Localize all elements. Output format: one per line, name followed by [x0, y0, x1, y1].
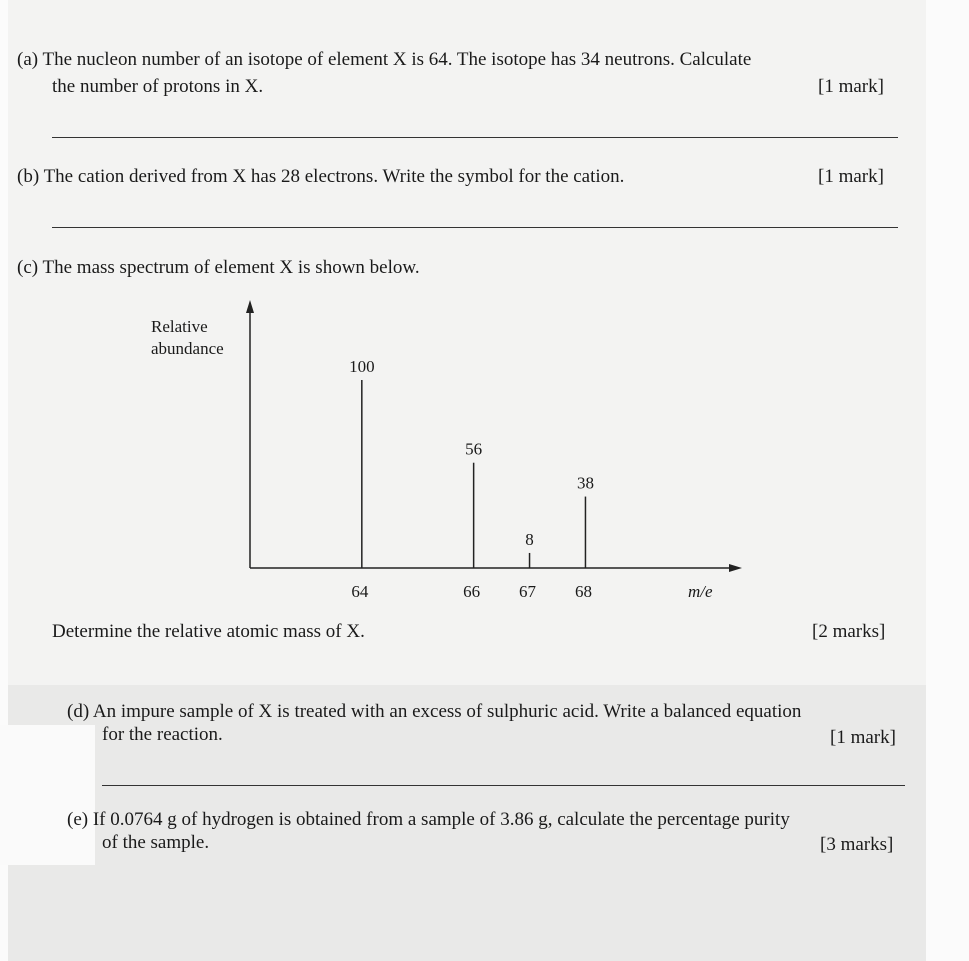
- question-e-line2: of the sample.: [102, 832, 210, 853]
- peak-value-label: 38: [577, 474, 594, 493]
- x-axis-arrow-icon: [729, 564, 742, 572]
- question-a-label: (a): [17, 49, 39, 70]
- question-a-line2: the number of protons in X.: [52, 76, 264, 97]
- question-d-line2: for the reaction.: [102, 724, 223, 745]
- question-b-label: (b): [17, 166, 40, 187]
- y-axis-label-line1: Relative: [151, 317, 208, 336]
- question-d-line1: (d) An impure sample of X is treated wit…: [67, 701, 801, 723]
- question-c-label: (c): [17, 257, 39, 278]
- question-a-marks: [1 mark]: [818, 76, 884, 97]
- question-c-prompt: Determine the relative atomic mass of X.: [52, 621, 365, 642]
- question-b-marks: [1 mark]: [818, 166, 884, 187]
- question-e-text: If 0.0764 g of hydrogen is obtained from…: [92, 809, 790, 830]
- question-a-text: The nucleon number of an isotope of elem…: [42, 49, 752, 70]
- y-axis-arrow-icon: [246, 300, 254, 313]
- answer-line-a[interactable]: [52, 137, 898, 138]
- question-c-line1: (c) The mass spectrum of element X is sh…: [17, 257, 420, 279]
- answer-line-d[interactable]: [102, 785, 905, 786]
- x-tick-label: 66: [463, 582, 480, 601]
- scan-blank-area: [0, 725, 95, 865]
- question-e-line1: (e) If 0.0764 g of hydrogen is obtained …: [67, 809, 790, 831]
- y-axis-label-line2: abundance: [151, 339, 224, 358]
- x-tick-label: 68: [575, 582, 592, 601]
- page-background-top: [8, 0, 926, 685]
- question-d-marks: [1 mark]: [830, 727, 896, 748]
- question-c-text: The mass spectrum of element X is shown …: [42, 257, 420, 278]
- question-d-label: (d): [67, 701, 90, 722]
- peak-value-label: 100: [349, 357, 375, 376]
- question-a-line1: (a) The nucleon number of an isotope of …: [17, 49, 751, 71]
- x-tick-label: 64: [351, 582, 369, 601]
- question-b-line1: (b) The cation derived from X has 28 ele…: [17, 166, 624, 188]
- peak-value-label: 8: [525, 530, 534, 549]
- question-d-text: An impure sample of X is treated with an…: [92, 701, 802, 722]
- question-e-marks: [3 marks]: [820, 834, 894, 855]
- question-c-marks: [2 marks]: [812, 621, 886, 642]
- x-tick-label: 67: [519, 582, 537, 601]
- page-background-bottom: [8, 685, 926, 961]
- x-axis-label: m/e: [688, 582, 713, 601]
- peak-value-label: 56: [465, 440, 482, 459]
- question-b-text: The cation derived from X has 28 electro…: [43, 166, 625, 187]
- answer-line-b[interactable]: [52, 227, 898, 228]
- question-e-label: (e): [67, 809, 89, 830]
